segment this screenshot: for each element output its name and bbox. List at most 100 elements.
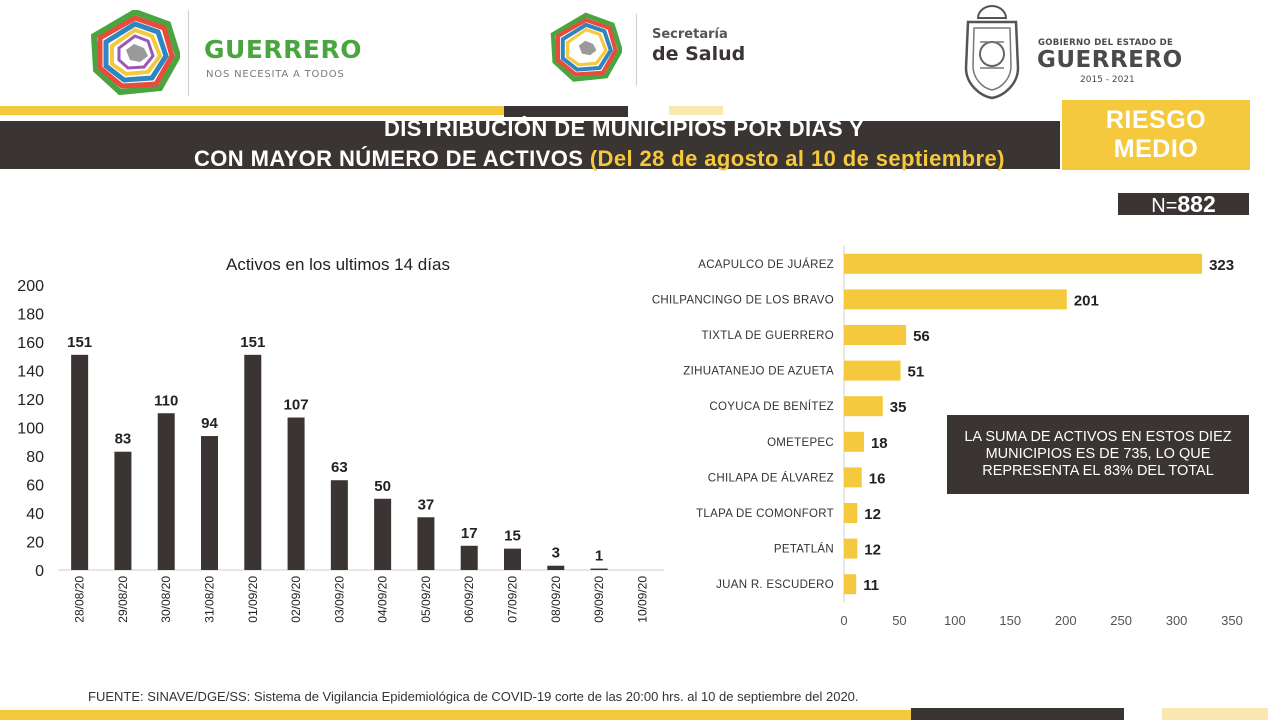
x-tick-label: 09/09/20 [592, 576, 606, 623]
x-tick-label: 250 [1110, 613, 1132, 628]
bar [417, 517, 435, 570]
bar [547, 565, 565, 570]
guerrero-emblem-icon [90, 8, 182, 96]
gobierno-logo: GOBIERNO DEL ESTADO DE GUERRERO 2015 - 2… [960, 2, 1190, 100]
risk-line2: MEDIO [1113, 135, 1199, 163]
bar-value-label: 323 [1209, 257, 1234, 274]
risk-level-badge: RIESGO MEDIO [1062, 100, 1250, 170]
bar-value-label: 151 [67, 334, 92, 351]
bar [330, 480, 348, 570]
y-tick-label: 100 [17, 421, 44, 438]
bar-value-label: 201 [1074, 292, 1099, 309]
bottom-stripe-yellow [0, 710, 911, 720]
y-tick-label: 0 [35, 563, 44, 580]
risk-line1: RIESGO [1105, 106, 1207, 134]
x-tick-label: 29/08/20 [116, 576, 130, 623]
bar-value-label: 51 [908, 364, 925, 381]
total-value: 882 [1177, 191, 1216, 217]
x-tick-label: 08/09/20 [549, 576, 563, 623]
page-title-date-range: (Del 28 de agosto al 10 de septiembre) [589, 146, 1005, 171]
bar [844, 467, 862, 488]
bar-value-label: 35 [890, 399, 907, 416]
y-tick-label: 20 [26, 535, 44, 552]
bar-value-label: 63 [331, 459, 348, 476]
y-tick-label: 60 [26, 478, 44, 495]
total-count-badge: N=882 [1118, 191, 1249, 217]
x-tick-label: 01/09/20 [246, 576, 260, 623]
bar [590, 568, 608, 570]
salud-line2: de Salud [652, 43, 746, 65]
bar-value-label: 50 [374, 478, 391, 495]
daily-active-bar-chart: 02040608010012014016018020015128/08/2083… [17, 278, 664, 623]
bar [844, 431, 864, 452]
bar [157, 413, 175, 570]
summary-note-line3: REPRESENTA EL 83% DEL TOTAL [982, 463, 1214, 479]
x-tick-label: 350 [1221, 613, 1243, 628]
top-stripe-pale [669, 106, 723, 115]
x-tick-label: 150 [999, 613, 1021, 628]
bottom-stripe-dark [911, 708, 1124, 720]
bar [844, 503, 858, 523]
gobierno-line1: GOBIERNO DEL ESTADO DE [1038, 38, 1174, 48]
top-stripe-yellow [0, 106, 504, 115]
municipio-bar-chart: ACAPULCO DE JUÁREZ 323 CHILPANCINGO DE LOS… [652, 246, 1243, 628]
x-tick-label: 04/09/20 [376, 576, 390, 623]
x-tick-label: 300 [1166, 613, 1188, 628]
bar [844, 289, 1067, 310]
bar [844, 574, 857, 595]
gobierno-line2: GUERRERO [1037, 47, 1183, 73]
bar [844, 360, 901, 381]
y-tick-label: 160 [17, 335, 44, 352]
bar [844, 325, 907, 345]
x-tick-label: 07/09/20 [506, 576, 520, 623]
y-tick-label: ACAPULCO DE JUÁREZ [698, 258, 834, 271]
x-tick-label: 06/09/20 [462, 576, 476, 623]
y-tick-label: 80 [26, 449, 44, 466]
bar [844, 538, 858, 559]
y-tick-label: 180 [17, 307, 44, 324]
bar-value-label: 1 [595, 548, 603, 565]
bar-value-label: 15 [504, 528, 521, 545]
top-stripe-dark [504, 106, 628, 117]
x-tick-label: 50 [892, 613, 906, 628]
y-tick-label: JUAN R. ESCUDERO [716, 579, 834, 591]
bar-value-label: 16 [869, 470, 886, 487]
total-prefix: N= [1151, 195, 1178, 217]
summary-note: LA SUMA DE ACTIVOS EN ESTOS DIEZ MUNICIP… [947, 415, 1249, 494]
bar [287, 417, 305, 570]
bar-value-label: 11 [863, 577, 879, 594]
y-tick-label: 140 [17, 364, 44, 381]
bar-value-label: 83 [115, 431, 132, 448]
title-band [0, 121, 1060, 169]
salud-line1: Secretaría [652, 27, 728, 42]
x-tick-label: 31/08/20 [203, 576, 217, 623]
bar [374, 498, 392, 570]
y-tick-label: TIXTLA DE GUERRERO [701, 330, 834, 342]
summary-note-line2: MUNICIPIOS ES DE 735, LO QUE [985, 446, 1211, 462]
y-tick-label: PETATLÁN [774, 543, 834, 556]
y-tick-label: COYUCA DE BENÍTEZ [709, 400, 834, 413]
y-tick-label: CHILPANCINGO DE LOS BRAVO [652, 294, 834, 306]
bar-value-label: 94 [201, 415, 218, 432]
x-tick-label: 30/08/20 [159, 576, 173, 623]
secretaria-salud-logo: Secretaría de Salud [550, 10, 750, 96]
x-tick-label: 10/09/20 [635, 576, 649, 623]
bar-value-label: 107 [284, 397, 309, 414]
bar [244, 354, 262, 570]
bar [114, 451, 132, 570]
bar [71, 354, 89, 570]
bar [844, 253, 1203, 274]
gobierno-years: 2015 - 2021 [1080, 75, 1135, 85]
y-tick-label: CHILAPA DE ÁLVAREZ [708, 471, 834, 484]
guerrero-brand-name: GUERRERO [204, 35, 362, 64]
summary-note-line1: LA SUMA DE ACTIVOS EN ESTOS DIEZ [964, 429, 1232, 445]
x-tick-label: 200 [1055, 613, 1077, 628]
coat-of-arms-icon [964, 4, 1020, 100]
x-tick-label: 28/08/20 [73, 576, 87, 623]
x-tick-label: 100 [944, 613, 966, 628]
bar-value-label: 18 [871, 435, 888, 452]
x-tick-label: 02/09/20 [289, 576, 303, 623]
y-tick-label: ZIHUATANEJO DE AZUETA [683, 366, 834, 378]
bar-value-label: 17 [461, 525, 478, 542]
bar-value-label: 37 [418, 496, 435, 513]
